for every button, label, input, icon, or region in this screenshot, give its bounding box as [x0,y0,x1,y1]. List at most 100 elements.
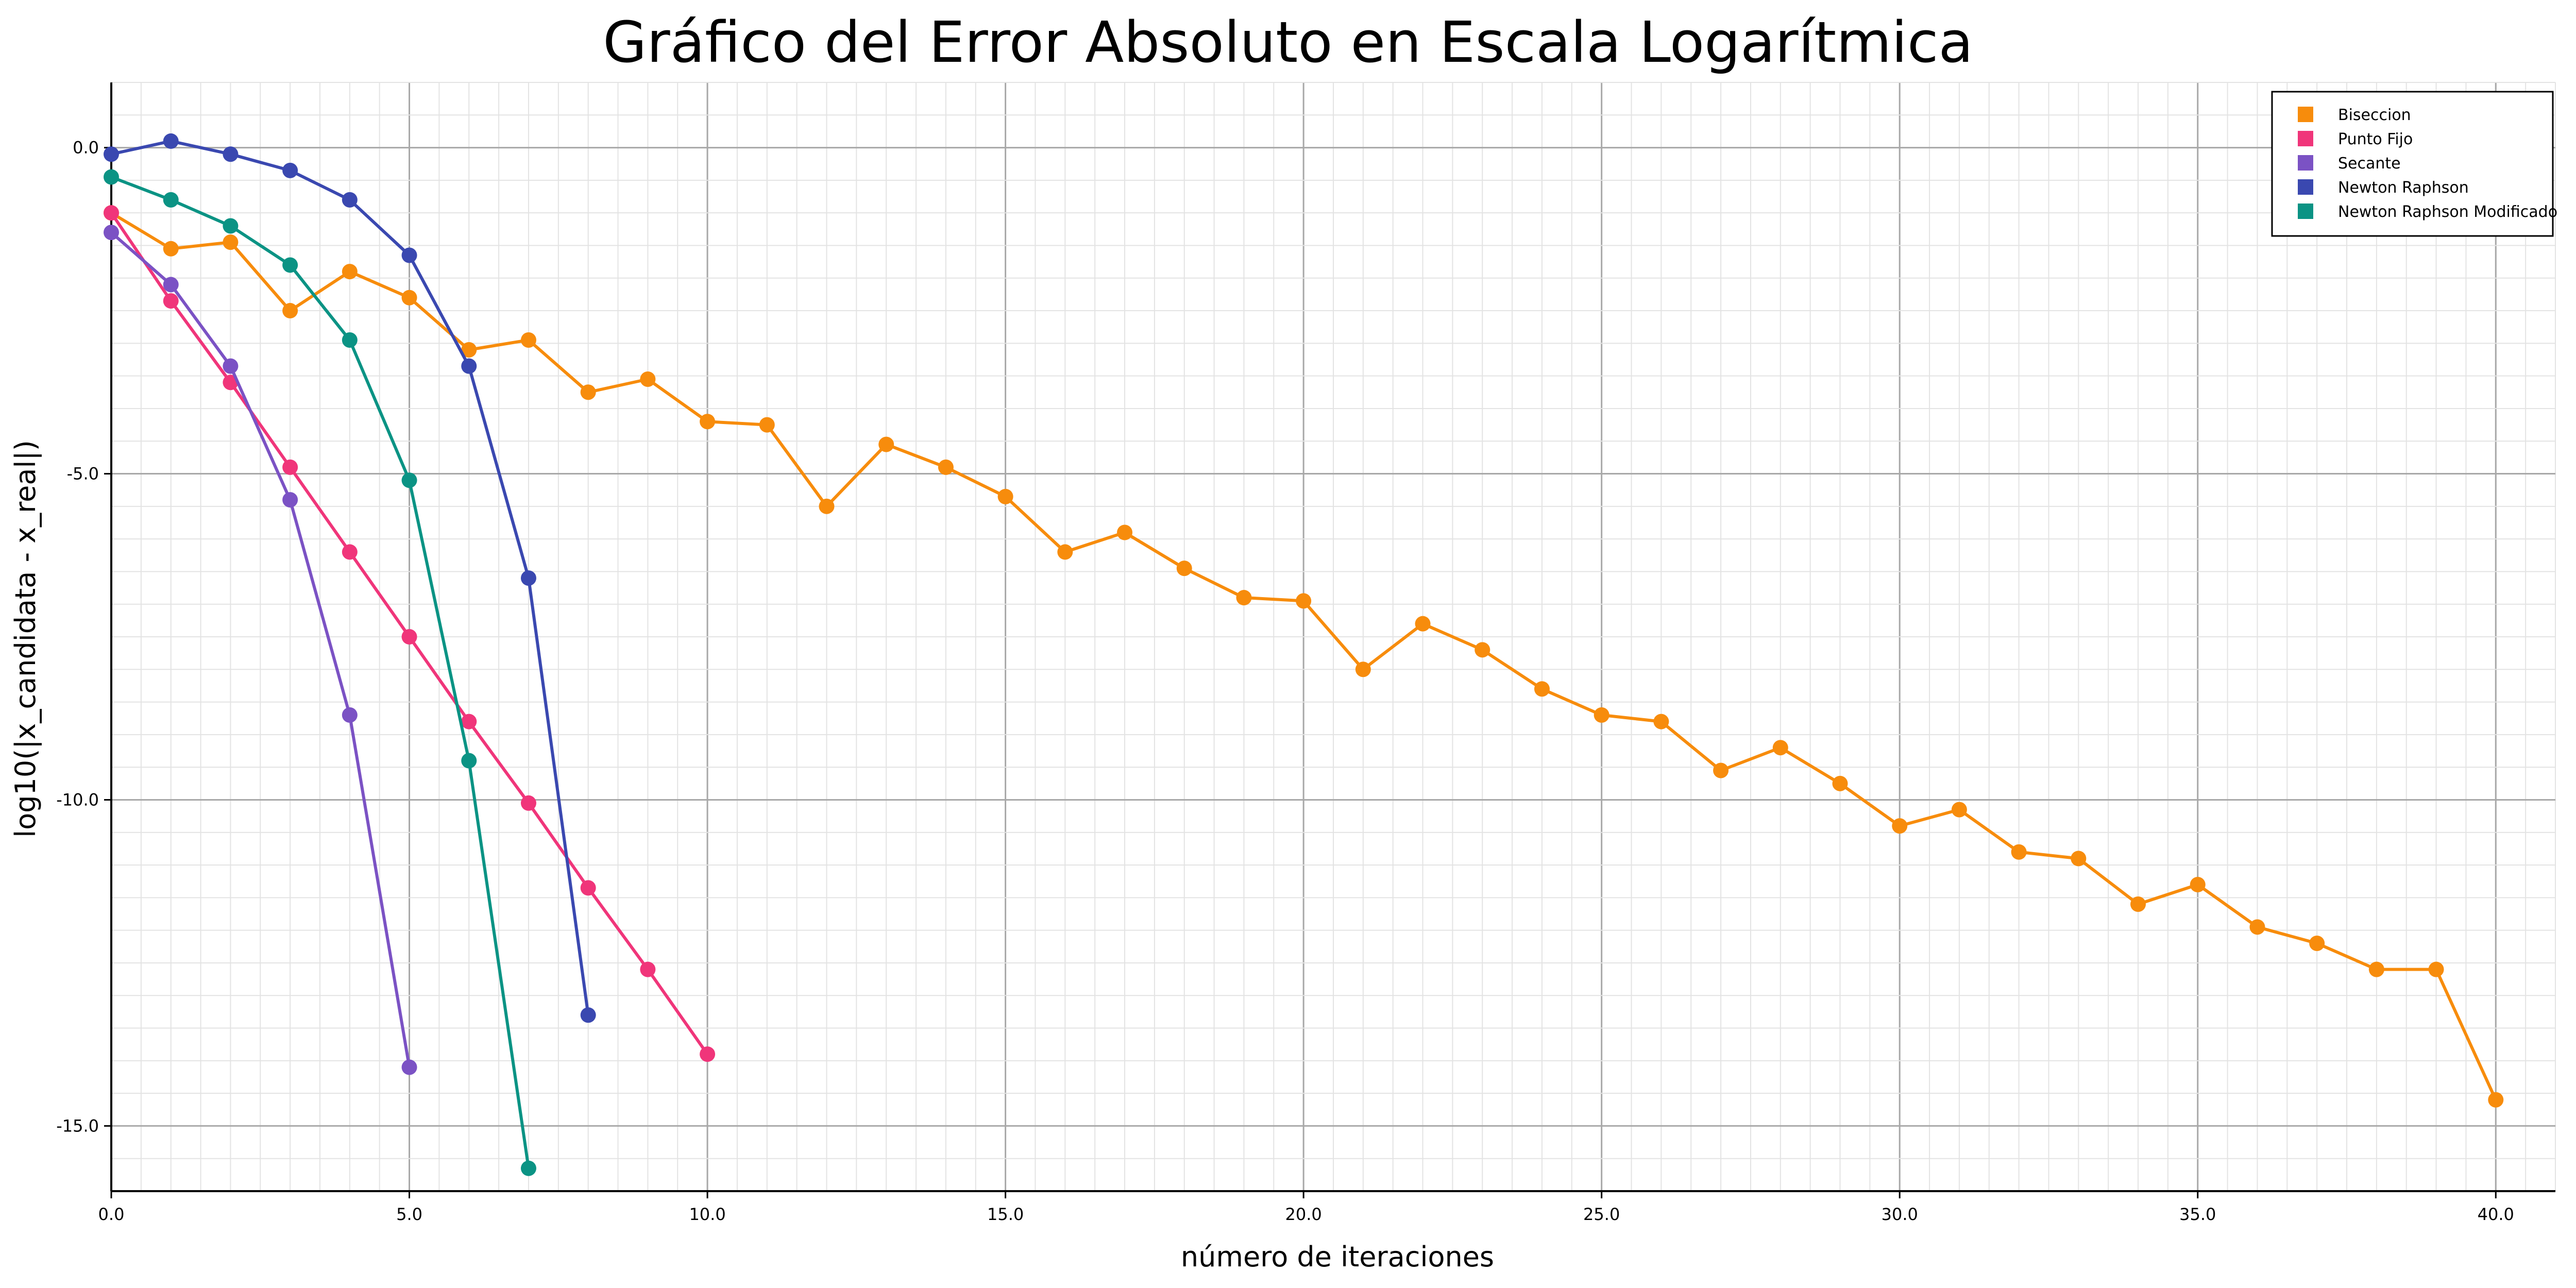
legend-swatch-newton-raphson [2298,179,2313,195]
data-point-punto-fijo [580,880,596,896]
data-point-biseccion [520,332,536,348]
y-tick-label: -15.0 [56,1116,99,1136]
series-biseccion [104,205,2504,1108]
data-point-biseccion [1772,740,1788,756]
y-tick-label: -5.0 [67,464,99,484]
data-point-biseccion [2249,919,2265,935]
data-point-newton-raphson-modificado [282,257,298,273]
data-point-punto-fijo [401,629,417,645]
data-point-newton-raphson [461,358,477,374]
series-line-secante [110,231,411,1068]
data-point-biseccion [223,234,239,250]
data-point-newton-raphson-modificado [520,1160,536,1176]
data-point-biseccion [1951,802,1967,818]
x-tick-label: 30.0 [1882,1205,1918,1224]
data-point-biseccion [819,498,835,514]
data-point-biseccion [1057,544,1073,560]
x-tick-label: 0.0 [98,1205,125,1224]
x-tick-label: 35.0 [2179,1205,2216,1224]
data-point-newton-raphson-modificado [163,192,179,208]
data-point-newton-raphson [104,146,119,162]
legend-swatch-biseccion [2298,107,2313,122]
data-point-newton-raphson-modificado [342,332,358,348]
data-point-secante [282,492,298,508]
series-line-newton-raphson-modificado [110,175,530,1169]
data-point-newton-raphson [580,1007,596,1023]
data-point-biseccion [2428,961,2444,977]
legend-swatch-newton-raphson-modificado [2298,204,2313,219]
legend-box [2271,91,2554,237]
legend-label-biseccion: Biseccion [2338,106,2411,124]
data-point-biseccion [700,414,716,430]
data-point-secante [223,358,239,374]
legend-swatch-punto-fijo [2298,131,2313,146]
data-point-biseccion [1475,642,1490,658]
series-punto-fijo [104,205,716,1062]
x-tick-label: 10.0 [689,1205,725,1224]
data-point-biseccion [1355,662,1371,677]
data-point-biseccion [878,436,894,452]
data-point-punto-fijo [282,459,298,475]
data-point-biseccion [2309,935,2325,951]
data-point-newton-raphson-modificado [401,472,417,488]
data-point-newton-raphson [520,570,536,586]
data-point-biseccion [580,384,596,400]
axes [110,82,2555,1192]
data-point-biseccion [342,264,358,280]
data-point-biseccion [2488,1092,2504,1108]
data-point-biseccion [938,459,954,475]
chart-title: Gráfico del Error Absoluto en Escala Log… [603,9,1973,75]
data-point-biseccion [1534,681,1550,697]
data-point-biseccion [2130,896,2146,912]
data-point-biseccion [759,417,775,433]
y-tick-label: 0.0 [73,138,99,158]
data-point-punto-fijo [700,1046,716,1062]
data-point-biseccion [1653,714,1669,730]
data-point-newton-raphson-modificado [223,218,239,234]
data-point-biseccion [640,371,656,387]
data-point-biseccion [1832,775,1848,791]
grid [110,82,2556,1192]
data-point-biseccion [1236,590,1252,606]
x-axis-label: número de iteraciones [1181,1241,1494,1273]
legend-label-newton-raphson-modificado: Newton Raphson Modificado [2338,203,2557,221]
legend-swatch-secante [2298,155,2313,171]
data-point-biseccion [163,241,179,257]
data-point-newton-raphson-modificado [104,169,119,185]
data-point-punto-fijo [520,795,536,811]
data-point-biseccion [997,488,1013,504]
data-point-punto-fijo [461,714,477,730]
data-point-punto-fijo [640,961,656,977]
x-tick-label: 25.0 [1583,1205,1620,1224]
data-point-biseccion [1594,707,1609,723]
data-point-secante [163,277,179,293]
data-point-biseccion [1415,616,1431,632]
series-group [104,133,2504,1176]
x-tick-label: 15.0 [987,1205,1024,1224]
data-point-biseccion [1713,762,1729,778]
data-point-biseccion [2011,844,2027,860]
data-point-newton-raphson-modificado [461,753,477,769]
data-point-newton-raphson [282,162,298,178]
data-point-biseccion [2071,851,2087,867]
data-point-biseccion [282,303,298,319]
data-point-biseccion [1176,561,1192,577]
data-point-newton-raphson [223,146,239,162]
series-newton-raphson [104,133,596,1023]
data-point-biseccion [1296,593,1312,609]
data-point-punto-fijo [163,293,179,309]
data-point-biseccion [2190,877,2206,893]
data-point-biseccion [401,290,417,306]
data-point-secante [401,1059,417,1075]
data-point-punto-fijo [342,544,358,560]
legend-label-punto-fijo: Punto Fijo [2338,130,2413,148]
data-point-punto-fijo [104,205,119,221]
legend-label-secante: Secante [2338,155,2401,173]
data-point-newton-raphson [401,247,417,263]
x-tick-label: 40.0 [2478,1205,2514,1224]
x-tick-label: 20.0 [1285,1205,1322,1224]
data-point-secante [342,707,358,723]
y-tick-label: -10.0 [56,790,99,809]
data-point-newton-raphson [342,192,358,208]
